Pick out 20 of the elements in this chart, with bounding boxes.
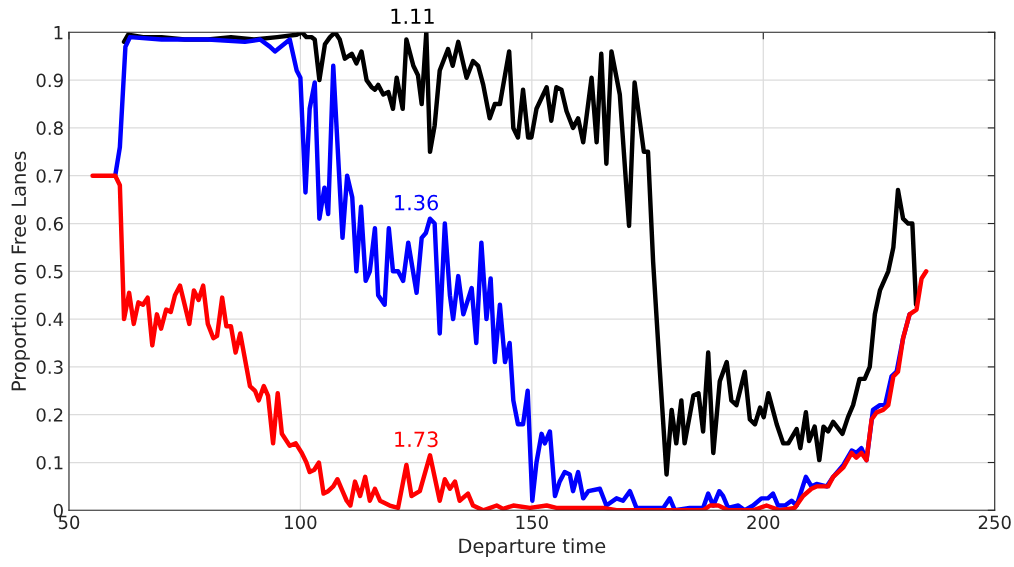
y-tick-label: 1 [54, 26, 63, 40]
x-tick-label: 200 [747, 515, 780, 530]
x-tick-label: 100 [285, 515, 317, 530]
x-axis-title: Departure time [459, 538, 606, 558]
y-tick-label: 0.7 [36, 169, 63, 183]
x-tick-label: 150 [516, 515, 548, 530]
series-label: 1.36 [395, 194, 438, 211]
y-tick-label: 0.8 [36, 121, 63, 136]
line-series [90, 173, 929, 511]
y-tick-label: 0.2 [36, 408, 63, 422]
y-tick-label: 0.5 [36, 264, 63, 279]
series-label: 1.11 [391, 8, 434, 24]
y-tick-label: 0.1 [36, 455, 63, 470]
series-label: 1.73 [395, 431, 438, 448]
x-tick-label: 250 [978, 515, 1011, 530]
y-tick-label: 0.6 [36, 216, 63, 231]
y-axis-title: Proportion on Free Lanes [11, 151, 30, 391]
y-tick-label: 0.3 [36, 360, 63, 375]
y-tick-label: 0.9 [36, 73, 63, 88]
y-tick-label: 0.4 [36, 312, 64, 327]
